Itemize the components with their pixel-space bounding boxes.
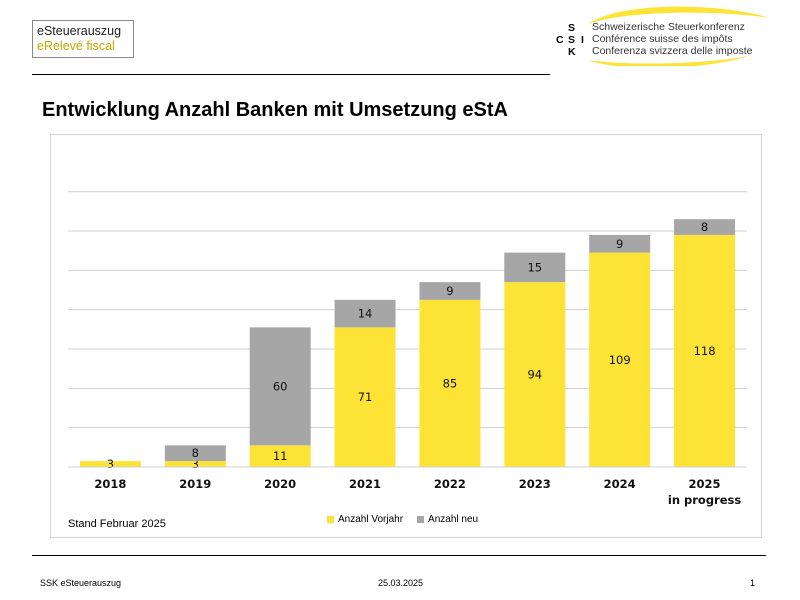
ssk-letter: S [568,22,576,34]
bar-segment [79,461,141,467]
x-tick-label: 2019 [179,477,211,491]
data-label: 109 [609,353,631,367]
bar-segment [419,299,481,467]
ssk-letters: S C S I K [548,22,586,62]
data-label: 9 [616,237,623,251]
estax-logo: eSteuerauszug eRelevé fiscal [32,20,134,58]
x-tick-label: 2018 [94,477,126,491]
bar-segment [589,252,651,467]
x-tick-label: 2021 [349,477,381,491]
data-label: 118 [694,344,716,358]
ssk-name-de: Schweizerische Steuerkonferenz [592,21,745,33]
bar-segment [589,234,651,253]
data-label: 60 [273,379,288,393]
chart-legend: Anzahl Vorjahr Anzahl neu [327,514,492,525]
data-label: 14 [358,307,373,321]
bar-segment [249,327,311,446]
footer-label: SSK eSteuerauszug [40,578,122,588]
data-label: 3 [107,457,114,471]
ssk-letter: I [581,34,584,46]
data-label: 11 [273,449,288,463]
legend-label-vorjahr: Anzahl Vorjahr [338,514,404,525]
chart-frame [50,134,762,538]
footer-divider [32,555,766,556]
bar-segment [419,282,481,300]
data-label: 71 [358,390,373,404]
data-label: 15 [527,260,542,274]
ssk-names: Schweizerische Steuerkonferenz Conférenc… [592,21,753,57]
legend-item-vorjahr: Anzahl Vorjahr [327,514,403,525]
ssk-swoosh-icon [588,6,770,66]
x-tick-label: 2022 [434,477,466,491]
legend-swatch-neu [417,516,425,523]
legend-label-neu: Anzahl neu [428,514,479,525]
legend-swatch-vorjahr [327,516,334,523]
data-label: 3 [192,457,199,471]
bar-segment [164,445,226,462]
page-number: 1 [750,578,756,588]
x-tick-label: 2023 [519,477,551,491]
ssk-name-fr: Conférence suisse des impôts [592,33,733,45]
bar-segment [334,299,396,328]
bar-segment [504,252,566,283]
logo-line-fr: eRelevé fiscal [37,39,115,53]
bar-segment [504,282,566,467]
data-label: 9 [446,284,453,298]
bar-segment [674,234,736,467]
data-label: 94 [527,368,542,382]
bar-segment [164,461,226,467]
bar-segment [249,445,311,467]
data-label: 8 [192,446,199,460]
page-title: Entwicklung Anzahl Banken mit Umsetzung … [42,99,508,121]
ssk-letter: C [556,34,564,46]
x-tick-label: 2024 [604,477,636,491]
x-tick-label: 2020 [264,477,296,491]
stacked-bar-chart: 3201838201911602020711420218592022941520… [68,191,747,507]
ssk-letter: S [568,34,576,46]
footer-date: 25.03.2025 [378,578,424,588]
logo-line-de: eSteuerauszug [37,24,122,38]
legend-item-neu: Anzahl neu [417,514,478,525]
x-tick-sublabel: in progress [668,493,741,507]
ssk-logo: S C S I K Schweizerische Steuerkonferenz… [548,4,778,66]
ssk-name-it: Conferenza svizzera delle imposte [592,45,753,57]
data-label: 85 [443,376,458,390]
data-label: 8 [701,220,708,234]
bar-segment [334,327,396,467]
x-tick-label: 2025 [689,477,721,491]
header-divider [32,74,550,75]
bar-segment [674,219,736,235]
stand-note: Stand Februar 2025 [68,518,166,530]
ssk-letter: K [568,46,576,58]
